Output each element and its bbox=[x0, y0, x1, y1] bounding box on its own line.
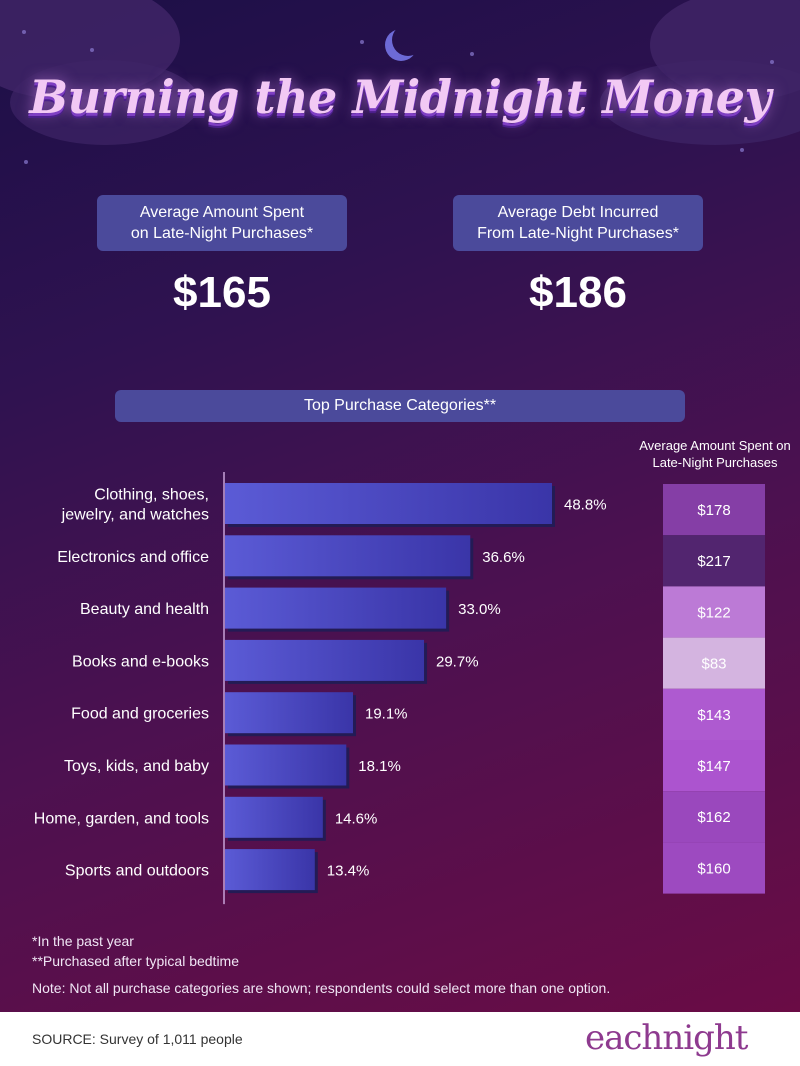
star-icon bbox=[24, 160, 28, 164]
avg-debt-value: $186 bbox=[529, 268, 627, 317]
category-label: Home, garden, and tools bbox=[34, 810, 209, 827]
avg-spent-label-line2: on Late-Night Purchases* bbox=[130, 225, 314, 242]
side-cell bbox=[663, 535, 765, 587]
bar-8 bbox=[225, 849, 315, 891]
bar-3 bbox=[225, 587, 447, 629]
category-label: Clothing, shoes, bbox=[94, 487, 209, 504]
side-cell-value: $147 bbox=[697, 758, 730, 775]
star-icon bbox=[360, 40, 364, 44]
side-cell bbox=[663, 688, 765, 740]
side-cell-value: $217 bbox=[697, 553, 730, 570]
page-title: Burning the Midnight Money bbox=[29, 70, 771, 124]
side-cell bbox=[663, 586, 765, 638]
star-icon bbox=[740, 148, 744, 152]
avg-debt-label-line2: From Late-Night Purchases* bbox=[477, 225, 679, 242]
avg-spent-label-line1: Average Amount Spent bbox=[139, 204, 305, 221]
bar-value-label: 19.1% bbox=[365, 706, 408, 723]
side-cell-value: $178 bbox=[697, 502, 730, 519]
star-icon bbox=[770, 60, 774, 64]
footnote-past-year: *In the past year bbox=[32, 933, 134, 949]
side-cell-value: $83 bbox=[701, 656, 726, 673]
side-column-header-line1: Average Amount Spent on bbox=[639, 438, 791, 453]
bar-value-label: 36.6% bbox=[482, 549, 525, 566]
bar-value-label: 13.4% bbox=[327, 863, 370, 880]
avg-debt-label-line1: Average Debt Incurred bbox=[497, 204, 659, 221]
bar-value-label: 14.6% bbox=[335, 810, 378, 827]
bar-5 bbox=[225, 692, 353, 734]
bar-2 bbox=[225, 535, 471, 577]
avg-spent-value: $165 bbox=[173, 268, 271, 317]
category-label: Food and groceries bbox=[71, 706, 209, 723]
category-label: Sports and outdoors bbox=[65, 863, 209, 880]
side-cell-value: $143 bbox=[697, 707, 730, 724]
bar-1 bbox=[225, 483, 552, 524]
bar-value-label: 33.0% bbox=[458, 601, 501, 618]
star-icon bbox=[22, 30, 26, 34]
star-icon bbox=[90, 48, 94, 52]
category-label: jewelry, and watches bbox=[61, 507, 209, 524]
category-label: Electronics and office bbox=[57, 549, 209, 566]
side-cell bbox=[663, 637, 765, 689]
eachnight-logo: eachnight bbox=[585, 1018, 748, 1058]
bar-value-label: 48.8% bbox=[564, 497, 607, 514]
star-icon bbox=[470, 52, 474, 56]
bar-7 bbox=[225, 796, 323, 838]
side-cell-value: $162 bbox=[697, 809, 730, 826]
category-label: Beauty and health bbox=[80, 601, 209, 618]
footer bbox=[0, 1012, 800, 1066]
bar-6 bbox=[225, 744, 347, 786]
category-label: Toys, kids, and baby bbox=[64, 758, 209, 775]
side-column-header-line2: Late-Night Purchases bbox=[652, 455, 778, 470]
bar-chart: 48.8% Clothing, shoes, jewelry, and watche… bbox=[34, 472, 765, 905]
side-cell bbox=[663, 740, 765, 792]
side-cell-value: $122 bbox=[697, 604, 730, 621]
footnote-note: Note: Not all purchase categories are sh… bbox=[32, 980, 611, 996]
side-column-header: Average Amount Spent on Late-Night Purch… bbox=[620, 437, 800, 471]
side-cell-value: $160 bbox=[697, 860, 730, 877]
avg-spent-label: Average Amount Spent on Late-Night Purch… bbox=[97, 195, 347, 251]
footnote-bedtime: **Purchased after typical bedtime bbox=[32, 953, 239, 969]
side-cell bbox=[663, 791, 765, 843]
avg-debt-label: Average Debt Incurred From Late-Night Pu… bbox=[453, 195, 703, 251]
bar-value-label: 29.7% bbox=[436, 653, 479, 670]
side-cell bbox=[663, 842, 765, 894]
category-label: Books and e-books bbox=[72, 653, 209, 670]
cloud-left-lower bbox=[10, 60, 200, 145]
side-cell bbox=[663, 484, 765, 536]
source-text: SOURCE: Survey of 1,011 people bbox=[32, 1031, 243, 1047]
bar-value-label: 18.1% bbox=[358, 758, 401, 775]
chart-title: Top Purchase Categories** bbox=[115, 390, 685, 422]
bar-4 bbox=[225, 639, 425, 681]
cloud-right-lower bbox=[600, 60, 800, 145]
